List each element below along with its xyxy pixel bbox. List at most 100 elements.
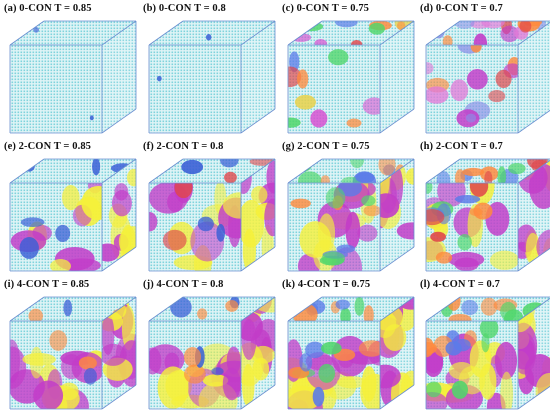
cube-edge [379, 296, 415, 322]
panel-caption: (b) 0-CON T = 0.8 [143, 3, 226, 14]
bulk-domains-top [33, 27, 40, 33]
cube-edge [517, 385, 550, 410]
cube-side-face [241, 21, 275, 133]
panel-caption: (l) 4-CON T = 0.7 [420, 279, 500, 290]
panel-caption: (c) 0-CON T = 0.75 [282, 3, 370, 14]
cube-edge [425, 20, 461, 46]
bulk-domains-front [426, 45, 518, 128]
cube-side-face [518, 22, 550, 133]
cube-edge [240, 384, 276, 410]
panel-g: (g) 2-CON T = 0.75 [280, 141, 417, 279]
cube-edge [148, 158, 184, 184]
bulk-domains-top [436, 159, 550, 183]
simulation-cube-render [9, 20, 137, 134]
cube-edge [101, 246, 137, 272]
cube-edge [379, 158, 415, 184]
panel-caption: (f) 2-CON T = 0.8 [143, 141, 224, 152]
simulation-cube-render [9, 158, 137, 272]
cube-edge [9, 20, 45, 46]
simulation-cube-render [148, 296, 276, 410]
panel-a: (a) 0-CON T = 0.85 [2, 3, 139, 141]
cube-edge [148, 296, 184, 322]
panel-h: (h) 2-CON T = 0.7 [418, 141, 550, 279]
cube-edge [517, 109, 550, 134]
panel-caption: (e) 2-CON T = 0.85 [4, 141, 92, 152]
simulation-cube-render [287, 20, 415, 134]
panel-caption: (g) 2-CON T = 0.75 [282, 141, 370, 152]
cube-edge [517, 21, 550, 46]
simulation-cube-render [9, 296, 137, 410]
cube-edge [101, 108, 137, 134]
cube-edge [517, 297, 550, 322]
panel-b: (b) 0-CON T = 0.8 [141, 3, 278, 141]
cube-edge [379, 384, 415, 410]
simulation-cube-render [287, 296, 415, 410]
panel-l: (l) 4-CON T = 0.7 [418, 279, 550, 417]
cube-edge [240, 296, 276, 322]
panel-caption: (j) 4-CON T = 0.8 [143, 279, 224, 290]
cube-edge [379, 20, 415, 46]
wall-domains-side [102, 168, 136, 265]
simulation-cube-render [425, 158, 550, 272]
cube-edge [240, 158, 276, 184]
cube-top-face [10, 159, 136, 183]
panel-caption: (k) 4-CON T = 0.75 [282, 279, 371, 290]
cube-top-face [10, 21, 136, 45]
bulk-domains-front [183, 346, 224, 384]
wall-domains-side [518, 159, 550, 270]
cube-edge [517, 159, 550, 184]
cube-side-face [380, 21, 414, 133]
bulk-domains-front [89, 115, 94, 121]
panel-caption: (h) 2-CON T = 0.7 [420, 141, 503, 152]
cube-edge [287, 296, 323, 322]
cube-top-face [149, 159, 275, 183]
panel-caption: (i) 4-CON T = 0.85 [4, 279, 90, 290]
panel-caption: (d) 0-CON T = 0.7 [420, 3, 503, 14]
cube-edge [101, 158, 137, 184]
panel-f: (f) 2-CON T = 0.8 [141, 141, 278, 279]
cube-front-face [10, 45, 102, 133]
cube-edge [287, 158, 323, 184]
panel-d: (d) 0-CON T = 0.7 [418, 3, 550, 141]
panel-c: (c) 0-CON T = 0.75 [280, 3, 417, 141]
wall-domains-side [518, 297, 550, 409]
bulk-domains-front [288, 340, 380, 407]
wall-domains-front [10, 339, 102, 409]
cube-edge [517, 247, 550, 272]
cube-edge [240, 246, 276, 272]
bulk-domains-front [156, 75, 162, 82]
panel-i: (i) 4-CON T = 0.85 [2, 279, 139, 417]
cube-edge [379, 108, 415, 134]
simulation-cube-render [425, 296, 550, 410]
cube-front-face [288, 45, 380, 133]
bulk-domains-front [19, 217, 71, 259]
panel-k: (k) 4-CON T = 0.75 [280, 279, 417, 417]
cube-edge [101, 20, 137, 46]
cube-edge [379, 246, 415, 272]
cube-front-face [149, 45, 241, 133]
cube-edge [425, 296, 461, 322]
bulk-domains-front [162, 183, 226, 251]
simulation-cube-render [425, 20, 550, 134]
panel-caption: (a) 0-CON T = 0.85 [4, 3, 92, 14]
cube-top-face [149, 21, 275, 45]
simulation-cube-render [148, 20, 276, 134]
cube-edge [240, 20, 276, 46]
panel-j: (j) 4-CON T = 0.8 [141, 279, 278, 417]
wall-domains-front [149, 343, 241, 409]
cube-edge [425, 158, 461, 184]
cube-edge [101, 384, 137, 410]
cube-edge [287, 20, 323, 46]
panel-e: (e) 2-CON T = 0.85 [2, 141, 139, 279]
simulation-cube-render [148, 158, 276, 272]
cube-edge [148, 20, 184, 46]
simulation-cube-render [287, 158, 415, 272]
bulk-domains-front [49, 330, 97, 385]
cube-edge [9, 158, 45, 184]
cube-edge [9, 296, 45, 322]
cube-side-face [102, 21, 136, 133]
cube-edge [101, 296, 137, 322]
cube-front-face [426, 45, 518, 133]
cube-edge [240, 108, 276, 134]
